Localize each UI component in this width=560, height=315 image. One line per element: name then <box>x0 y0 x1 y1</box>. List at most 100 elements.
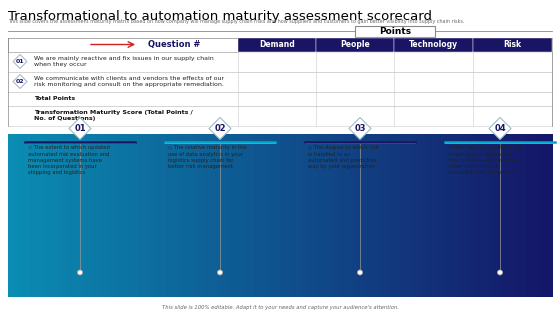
Bar <box>269 134 275 297</box>
Bar <box>171 134 177 297</box>
Bar <box>84 134 90 297</box>
Bar <box>95 134 101 297</box>
Text: Technology: Technology <box>409 40 458 49</box>
Bar <box>372 134 379 297</box>
Bar <box>362 134 367 297</box>
Text: 01: 01 <box>16 59 24 64</box>
Bar <box>498 134 503 297</box>
Text: Risk: Risk <box>503 40 521 49</box>
Bar <box>487 134 493 297</box>
Text: This slide covers the assessment maturity matrix based on how company will manag: This slide covers the assessment maturit… <box>8 19 464 24</box>
Bar <box>242 134 248 297</box>
Bar <box>286 134 291 297</box>
Bar <box>231 134 237 297</box>
Text: 01: 01 <box>74 124 86 133</box>
Bar <box>519 134 525 297</box>
Bar <box>35 134 41 297</box>
Bar <box>394 134 400 297</box>
Bar <box>460 134 465 297</box>
Bar <box>52 134 58 297</box>
Bar <box>449 134 455 297</box>
Polygon shape <box>69 117 91 140</box>
Polygon shape <box>209 117 231 140</box>
Bar <box>79 134 85 297</box>
Bar <box>443 134 449 297</box>
Bar <box>416 134 422 297</box>
Circle shape <box>497 270 502 275</box>
Bar <box>24 134 30 297</box>
Polygon shape <box>349 117 371 140</box>
Bar <box>90 134 96 297</box>
Bar <box>150 134 155 297</box>
Bar <box>214 134 221 297</box>
Bar <box>302 134 307 297</box>
Bar <box>427 134 433 297</box>
Bar <box>248 134 253 297</box>
Bar <box>204 134 210 297</box>
Bar <box>182 134 188 297</box>
Bar <box>236 134 242 297</box>
Bar <box>394 37 473 51</box>
Bar <box>274 134 281 297</box>
Bar <box>264 134 269 297</box>
Bar <box>514 134 520 297</box>
Text: 04: 04 <box>494 124 506 133</box>
Bar <box>128 134 134 297</box>
Bar <box>117 134 123 297</box>
Bar <box>193 134 199 297</box>
Bar <box>13 134 20 297</box>
Text: Total Points: Total Points <box>34 96 75 101</box>
Bar <box>536 134 542 297</box>
Circle shape <box>77 270 82 275</box>
Bar <box>547 134 553 297</box>
Bar <box>525 134 531 297</box>
Bar <box>508 134 515 297</box>
Bar <box>46 134 52 297</box>
Text: We are mainly reactive and fix issues in our supply chain
when they occur: We are mainly reactive and fix issues in… <box>34 56 214 67</box>
Bar <box>438 134 444 297</box>
Bar <box>166 134 172 297</box>
Bar <box>253 134 259 297</box>
Bar <box>400 134 405 297</box>
Text: 03: 03 <box>354 124 366 133</box>
Bar <box>62 134 68 297</box>
Bar <box>160 134 166 297</box>
Text: 02: 02 <box>214 124 226 133</box>
Text: We communicate with clients and vendors the effects of our
risk monitoring and c: We communicate with clients and vendors … <box>34 76 224 87</box>
Bar <box>367 134 373 297</box>
Bar <box>19 134 25 297</box>
Bar <box>209 134 215 297</box>
Bar <box>503 134 509 297</box>
Bar <box>144 134 150 297</box>
Bar <box>346 134 351 297</box>
Bar <box>530 134 536 297</box>
Bar <box>41 134 46 297</box>
Bar <box>476 134 482 297</box>
Bar <box>432 134 438 297</box>
Bar <box>492 134 498 297</box>
Bar <box>340 134 346 297</box>
Bar <box>68 134 74 297</box>
Text: Demand: Demand <box>259 40 295 49</box>
FancyBboxPatch shape <box>355 26 435 37</box>
Bar <box>329 134 335 297</box>
Bar <box>106 134 112 297</box>
Bar <box>334 134 340 297</box>
Bar <box>296 134 302 297</box>
Bar <box>280 134 286 297</box>
Bar <box>389 134 395 297</box>
Text: Question #: Question # <box>148 40 200 49</box>
Circle shape <box>357 270 362 275</box>
Bar <box>307 134 313 297</box>
Bar <box>541 134 547 297</box>
Text: Transformational to automation maturity assessment scorecard: Transformational to automation maturity … <box>8 10 432 23</box>
Polygon shape <box>13 75 27 89</box>
Bar <box>57 134 63 297</box>
Bar <box>454 134 460 297</box>
Text: Transformation Maturity Score (Total Points /
No. of Questions): Transformation Maturity Score (Total Poi… <box>34 110 193 121</box>
Bar <box>138 134 144 297</box>
Bar <box>30 134 36 297</box>
Bar <box>384 134 389 297</box>
Bar <box>155 134 161 297</box>
Bar <box>220 134 226 297</box>
